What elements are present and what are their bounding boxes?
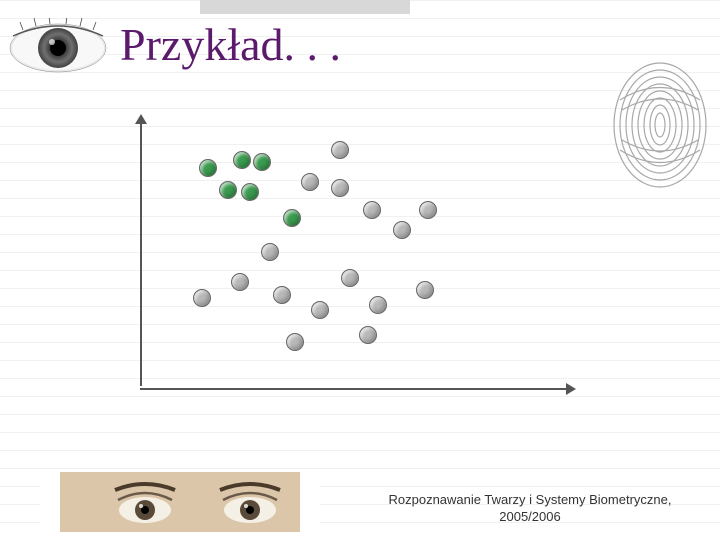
scatter-point — [419, 201, 437, 219]
scatter-point — [253, 153, 271, 171]
scatter-point — [199, 159, 217, 177]
header-decoration-bar — [200, 0, 410, 14]
scatter-point — [193, 289, 211, 307]
scatter-point — [359, 326, 377, 344]
scatter-point — [331, 179, 349, 197]
scatter-point — [341, 269, 359, 287]
scatter-point — [331, 141, 349, 159]
fingerprint-icon — [610, 60, 710, 190]
scatter-point — [283, 209, 301, 227]
scatter-point — [241, 183, 259, 201]
scatter-point — [393, 221, 411, 239]
scatter-chart — [140, 120, 570, 390]
scatter-point — [233, 151, 251, 169]
footer-caption: Rozpoznawanie Twarzy i Systemy Biometryc… — [370, 492, 690, 526]
scatter-point — [286, 333, 304, 351]
scatter-point — [369, 296, 387, 314]
y-axis — [140, 120, 142, 386]
x-axis — [140, 388, 566, 390]
scatter-point — [219, 181, 237, 199]
footer-face-image — [40, 472, 320, 532]
scatter-point — [231, 273, 249, 291]
scatter-point — [363, 201, 381, 219]
scatter-point — [261, 243, 279, 261]
eye-icon — [8, 18, 108, 74]
footer-line2: 2005/2006 — [499, 509, 560, 524]
scatter-point — [273, 286, 291, 304]
scatter-point — [311, 301, 329, 319]
scatter-point — [416, 281, 434, 299]
page-title: Przykład. . . — [120, 18, 341, 71]
y-axis-arrow — [135, 114, 147, 124]
scatter-point — [301, 173, 319, 191]
x-axis-arrow — [566, 383, 576, 395]
footer-line1: Rozpoznawanie Twarzy i Systemy Biometryc… — [389, 492, 672, 507]
